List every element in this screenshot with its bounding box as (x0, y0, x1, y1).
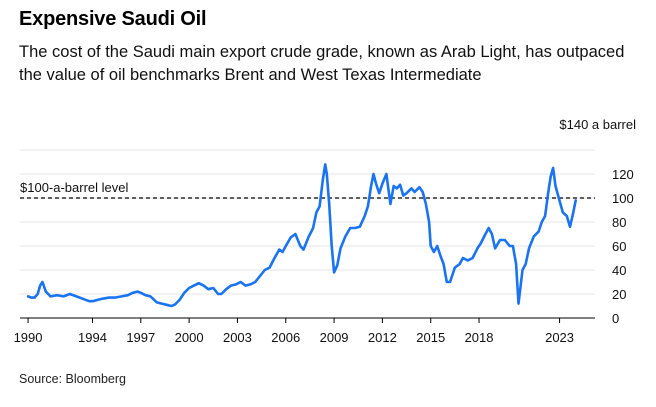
x-tick-label-1990: 1990 (14, 330, 43, 345)
chart-title: Expensive Saudi Oil (19, 8, 207, 30)
x-tick-label-2015: 2015 (416, 330, 445, 345)
y-tick-label-120: 120 (612, 167, 634, 182)
x-tick-label-2000: 2000 (175, 330, 204, 345)
y-tick-label-80: 80 (612, 215, 626, 230)
series-line-arab-light (26, 163, 577, 308)
x-tick-label-2023: 2023 (545, 330, 574, 345)
source-note: Source: Bloomberg (19, 372, 127, 386)
chart-subtitle: The cost of the Saudi main export crude … (19, 43, 625, 84)
y-tick-label-40: 40 (612, 263, 626, 278)
gridlines (20, 149, 595, 295)
reference-line-group: $100-a-barrel level (20, 180, 595, 199)
x-tick-label-1997: 1997 (126, 330, 155, 345)
x-tick-label-2012: 2012 (368, 330, 397, 345)
y-tick-label-100: 100 (612, 191, 634, 206)
reference-line-label: $100-a-barrel level (20, 180, 129, 195)
y-tick-label-0: 0 (612, 311, 619, 326)
x-tick-label-2006: 2006 (271, 330, 300, 345)
x-tick-label-2009: 2009 (320, 330, 349, 345)
y-tick-label-20: 20 (612, 287, 626, 302)
x-tick-label-2003: 2003 (223, 330, 252, 345)
y-tick-label-140: $140 a barrel (559, 117, 636, 132)
x-axis-ticks: 1990 1994 1997 2000 2003 2006 2009 2012 2015 2018… (14, 318, 574, 345)
x-tick-label-1994: 1994 (78, 330, 107, 345)
y-tick-label-60: 60 (612, 239, 626, 254)
x-tick-label-2018: 2018 (465, 330, 494, 345)
y-axis-ticks: 0 20 40 60 80 100 120 $140 a barrel (559, 117, 636, 326)
